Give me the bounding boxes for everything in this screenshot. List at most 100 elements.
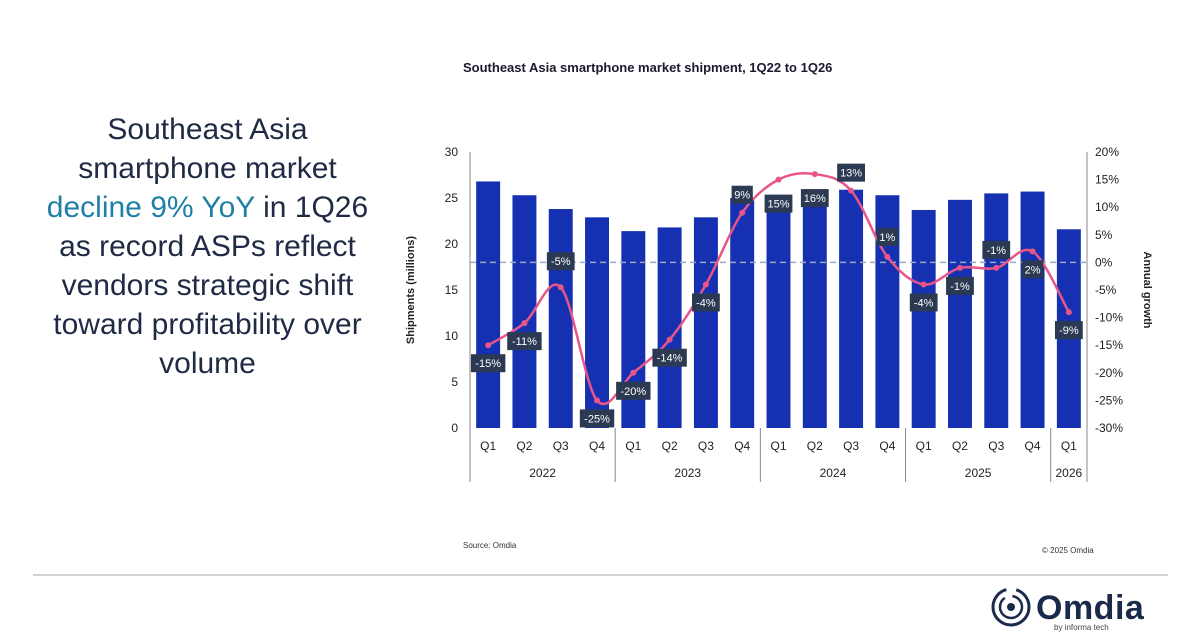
y2-axis-title: Annual growth: [1141, 252, 1153, 329]
growth-label: -25%: [584, 413, 610, 425]
y2-tick-label: -15%: [1095, 338, 1123, 352]
growth-label: -1%: [950, 281, 970, 293]
growth-point: [884, 253, 891, 260]
bar: [766, 199, 791, 428]
growth-point: [557, 284, 564, 291]
copyright-note: © 2025 Omdia: [1042, 546, 1094, 555]
growth-point: [811, 171, 818, 178]
growth-label: -20%: [620, 386, 646, 398]
divider: [33, 574, 1168, 576]
growth-label-box: [616, 381, 651, 400]
y2-tick-label: 20%: [1095, 145, 1119, 159]
growth-label: -11%: [512, 336, 537, 348]
x-tick-label: Q2: [807, 439, 823, 453]
x-tick-label: Q3: [988, 439, 1004, 453]
growth-label: -9%: [1059, 325, 1079, 337]
headline-line: volume: [159, 347, 256, 380]
growth-point: [485, 342, 492, 349]
growth-label-box: [982, 240, 1011, 259]
y-tick-label: 5: [451, 375, 458, 389]
bar: [802, 197, 827, 428]
y-tick-label: 20: [445, 237, 459, 251]
chart-title: Southeast Asia smartphone market shipmen…: [463, 60, 833, 75]
y2-tick-label: 10%: [1095, 200, 1119, 214]
growth-label-box: [1021, 260, 1044, 279]
growth-point: [702, 281, 709, 288]
y2-tick-label: -10%: [1095, 311, 1123, 325]
bar: [947, 199, 972, 428]
growth-label: 13%: [840, 168, 862, 180]
bar: [984, 193, 1009, 428]
growth-label-box: [579, 409, 615, 428]
chart: 051015202530-30%-25%-20%-15%-10%-5%0%5%1…: [405, 145, 1153, 482]
bar: [693, 217, 718, 428]
headline-line: decline 9% YoY in 1Q26: [20, 188, 395, 227]
growth-point: [521, 320, 528, 327]
x-tick-label: Q3: [843, 439, 859, 453]
omdia-logo: Omdia by informa tech: [990, 586, 1170, 632]
growth-label: -5%: [551, 256, 571, 268]
growth-label: -4%: [914, 297, 934, 309]
y2-tick-label: -25%: [1095, 393, 1123, 407]
growth-line: [487, 172, 1070, 406]
bar: [875, 195, 900, 428]
bar: [512, 195, 537, 428]
growth-label: -1%: [986, 245, 1006, 257]
x-tick-label: Q1: [770, 439, 786, 453]
y2-tick-label: 5%: [1095, 228, 1113, 242]
growth-point: [739, 209, 746, 216]
headline-line: Southeast Asia: [107, 113, 308, 146]
growth-label-box: [546, 252, 575, 271]
bar: [839, 189, 864, 428]
source-note: Source: Omdia: [463, 541, 517, 550]
x-tick-label: Q1: [916, 439, 932, 453]
bar: [585, 217, 610, 428]
growth-label: -14%: [657, 353, 683, 365]
growth-label-box: [692, 293, 720, 312]
y-tick-label: 30: [445, 145, 459, 159]
growth-label-box: [731, 185, 753, 204]
logo-wordmark: Omdia: [1036, 589, 1145, 627]
x-tick-label: Q4: [589, 439, 605, 453]
x-tick-label: Q2: [516, 439, 532, 453]
headline-line: as record ASPs reflect: [59, 230, 356, 263]
y-axis-title: Shipments (millions): [405, 236, 417, 345]
growth-label-box: [800, 189, 829, 208]
headline-line: smartphone market: [78, 152, 337, 185]
growth-label: 9%: [734, 190, 750, 202]
growth-label-box: [470, 354, 506, 373]
growth-label: -4%: [696, 297, 716, 309]
growth-label: 1%: [879, 232, 895, 244]
growth-label-box: [764, 194, 793, 213]
year-label: 2022: [529, 466, 556, 480]
growth-label: 15%: [767, 199, 789, 211]
y2-tick-label: -5%: [1095, 283, 1117, 297]
bar: [476, 181, 501, 428]
y-tick-label: 10: [445, 329, 459, 343]
bar: [1020, 191, 1045, 428]
logo-tagline: by informa tech: [1054, 623, 1109, 632]
x-tick-label: Q3: [698, 439, 714, 453]
year-label: 2023: [674, 466, 701, 480]
growth-point: [848, 187, 855, 194]
year-label: 2024: [820, 466, 847, 480]
bar: [657, 227, 682, 428]
growth-label-box: [1054, 321, 1083, 340]
headline-highlight: decline 9% YoY: [46, 191, 255, 224]
y-tick-label: 25: [445, 191, 459, 205]
growth-label: -15%: [475, 358, 501, 370]
growth-point: [920, 281, 927, 288]
x-tick-label: Q4: [734, 439, 750, 453]
growth-point: [1029, 248, 1036, 255]
bar: [730, 198, 755, 428]
x-tick-label: Q4: [879, 439, 895, 453]
x-tick-label: Q1: [1061, 439, 1077, 453]
y-tick-label: 0: [451, 421, 458, 435]
growth-label-box: [946, 276, 974, 295]
x-tick-label: Q1: [625, 439, 641, 453]
omdia-logo-icon: [991, 587, 1031, 627]
y2-tick-label: 15%: [1095, 173, 1119, 187]
y-tick-label: 15: [445, 283, 459, 297]
growth-point: [993, 264, 1000, 271]
growth-label-box: [909, 293, 938, 312]
